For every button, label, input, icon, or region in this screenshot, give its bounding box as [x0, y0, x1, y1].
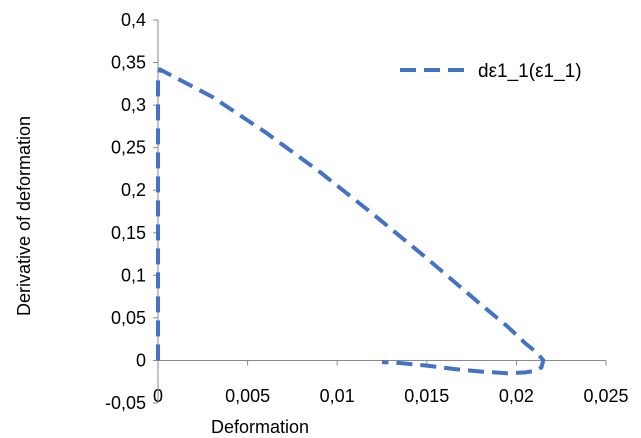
y-tick-label: 0,4: [121, 10, 146, 30]
legend-label: dε1_1(ε1_1): [478, 61, 582, 82]
y-tick-label: 0,05: [111, 308, 146, 328]
y-axis-tick-labels: -0,05 0 0,05 0,1 0,15 0,2 0,25 0,3 0,35 0,4: [105, 10, 146, 413]
x-tick-label: 0,015: [404, 386, 449, 406]
x-tick-label: 0,01: [320, 386, 355, 406]
x-axis-ticks: [157, 360, 607, 366]
y-tick-label: 0,2: [121, 180, 146, 200]
y-tick-label: 0: [136, 350, 146, 370]
x-tick-label: 0,005: [225, 386, 270, 406]
y-axis-title: Derivative of deformation: [14, 116, 34, 316]
y-tick-label: -0,05: [105, 393, 146, 413]
y-tick-label: 0,1: [121, 265, 146, 285]
series-layer: [156, 67, 546, 376]
x-tick-label: 0,025: [583, 386, 628, 406]
y-tick-label: 0,15: [111, 223, 146, 243]
x-axis-tick-labels: 0 0,005 0,01 0,015 0,02 0,025: [153, 386, 629, 406]
y-tick-label: 0,35: [111, 53, 146, 73]
legend: dε1_1(ε1_1): [400, 61, 582, 82]
series-line: [156, 67, 546, 376]
x-tick-label: 0,02: [499, 386, 534, 406]
x-axis-title: Deformation: [211, 417, 309, 437]
y-tick-label: 0,25: [111, 138, 146, 158]
y-tick-label: 0,3: [121, 95, 146, 115]
